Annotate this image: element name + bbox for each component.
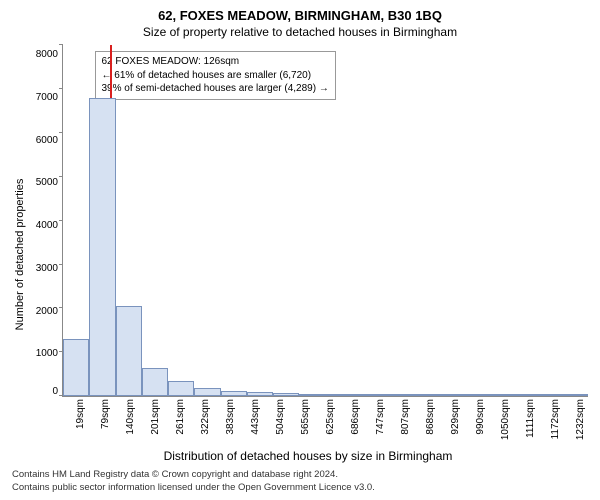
y-tick: 4000 — [28, 221, 58, 231]
x-tick: 19sqm — [75, 399, 86, 429]
x-tick: 1172sqm — [550, 399, 561, 439]
x-tick: 807sqm — [400, 399, 411, 435]
histogram-bar — [273, 393, 299, 396]
footer: Contains HM Land Registry data © Crown c… — [12, 469, 588, 494]
x-tick: 686sqm — [350, 399, 361, 435]
x-tick: 1232sqm — [575, 399, 586, 440]
histogram-bar — [562, 394, 588, 396]
y-tick: 0 — [28, 387, 58, 397]
histogram-bar — [509, 394, 535, 396]
plot-row: 0 1000 2000 3000 4000 5000 6000 7000 8000 62 FOX… — [28, 45, 588, 397]
y-tick: 2000 — [28, 307, 58, 317]
x-tick: 201sqm — [150, 399, 161, 435]
annotation-line: ← 61% of detached houses are smaller (6,… — [102, 69, 329, 83]
y-tick-mark — [59, 88, 63, 89]
y-axis-label: Number of detached properties — [12, 45, 28, 463]
histogram-bar — [194, 388, 220, 397]
y-tick-mark — [59, 176, 63, 177]
y-tick: 8000 — [28, 50, 58, 60]
x-tick: 990sqm — [475, 399, 486, 435]
x-axis-ticks: 19sqm 79sqm 140sqm 201sqm 261sqm 322sqm 383sqm… — [62, 397, 588, 447]
chart-container: 62, FOXES MEADOW, BIRMINGHAM, B30 1BQ Si… — [0, 0, 600, 500]
histogram-bar — [89, 98, 115, 397]
x-tick: 322sqm — [200, 399, 211, 435]
x-tick: 261sqm — [175, 399, 186, 435]
x-tick: 1050sqm — [500, 399, 511, 440]
histogram-bar — [168, 381, 194, 396]
annotation-box: 62 FOXES MEADOW: 126sqm← 61% of detached… — [95, 51, 336, 100]
x-tick: 140sqm — [125, 399, 136, 435]
histogram-bar — [404, 394, 430, 396]
x-tick: 79sqm — [100, 399, 111, 429]
histogram-bar — [142, 368, 168, 397]
plot-area: 62 FOXES MEADOW: 126sqm← 61% of detached… — [62, 45, 588, 397]
x-tick: 443sqm — [250, 399, 261, 435]
footer-line-2: Contains public sector information licen… — [12, 482, 588, 494]
y-tick: 1000 — [28, 349, 58, 359]
histogram-bar — [116, 306, 142, 396]
histogram-bar — [299, 394, 325, 396]
y-tick-mark — [59, 307, 63, 308]
x-axis-row: 19sqm 79sqm 140sqm 201sqm 261sqm 322sqm 383sqm… — [28, 397, 588, 447]
annotation-line: 39% of semi-detached houses are larger (… — [102, 82, 329, 96]
histogram-bar — [536, 394, 562, 396]
y-axis-ticks: 0 1000 2000 3000 4000 5000 6000 7000 8000 — [28, 45, 62, 397]
histogram-bar — [63, 339, 89, 396]
histogram-bar — [326, 394, 352, 396]
y-tick: 7000 — [28, 93, 58, 103]
x-axis-label: Distribution of detached houses by size … — [28, 449, 588, 463]
y-tick-mark — [59, 44, 63, 45]
x-tick: 625sqm — [325, 399, 336, 435]
y-tick: 6000 — [28, 136, 58, 146]
histogram-bar — [378, 394, 404, 396]
chart-inner: 0 1000 2000 3000 4000 5000 6000 7000 8000 62 FOX… — [28, 45, 588, 463]
x-tick: 929sqm — [450, 399, 461, 435]
x-tick: 747sqm — [375, 399, 386, 435]
chart-area: Number of detached properties 0 1000 2000 3… — [12, 45, 588, 463]
y-tick-mark — [59, 220, 63, 221]
xticks-spacer — [28, 397, 62, 447]
y-tick-mark — [59, 132, 63, 133]
x-tick: 565sqm — [300, 399, 311, 435]
x-tick: 868sqm — [425, 399, 436, 435]
histogram-bar — [431, 394, 457, 396]
histogram-bar — [221, 391, 247, 396]
x-tick: 1111sqm — [525, 399, 536, 438]
histogram-bar — [352, 394, 378, 396]
histogram-bar — [483, 394, 509, 396]
y-tick: 5000 — [28, 178, 58, 188]
x-tick: 383sqm — [225, 399, 236, 435]
page-title: 62, FOXES MEADOW, BIRMINGHAM, B30 1BQ — [12, 8, 588, 23]
y-tick-mark — [59, 264, 63, 265]
footer-line-1: Contains HM Land Registry data © Crown c… — [12, 469, 588, 481]
histogram-bar — [247, 392, 273, 396]
page-subtitle: Size of property relative to detached ho… — [12, 25, 588, 39]
histogram-bar — [457, 394, 483, 396]
annotation-line: 62 FOXES MEADOW: 126sqm — [102, 55, 329, 69]
y-tick: 3000 — [28, 264, 58, 274]
x-tick: 504sqm — [275, 399, 286, 435]
